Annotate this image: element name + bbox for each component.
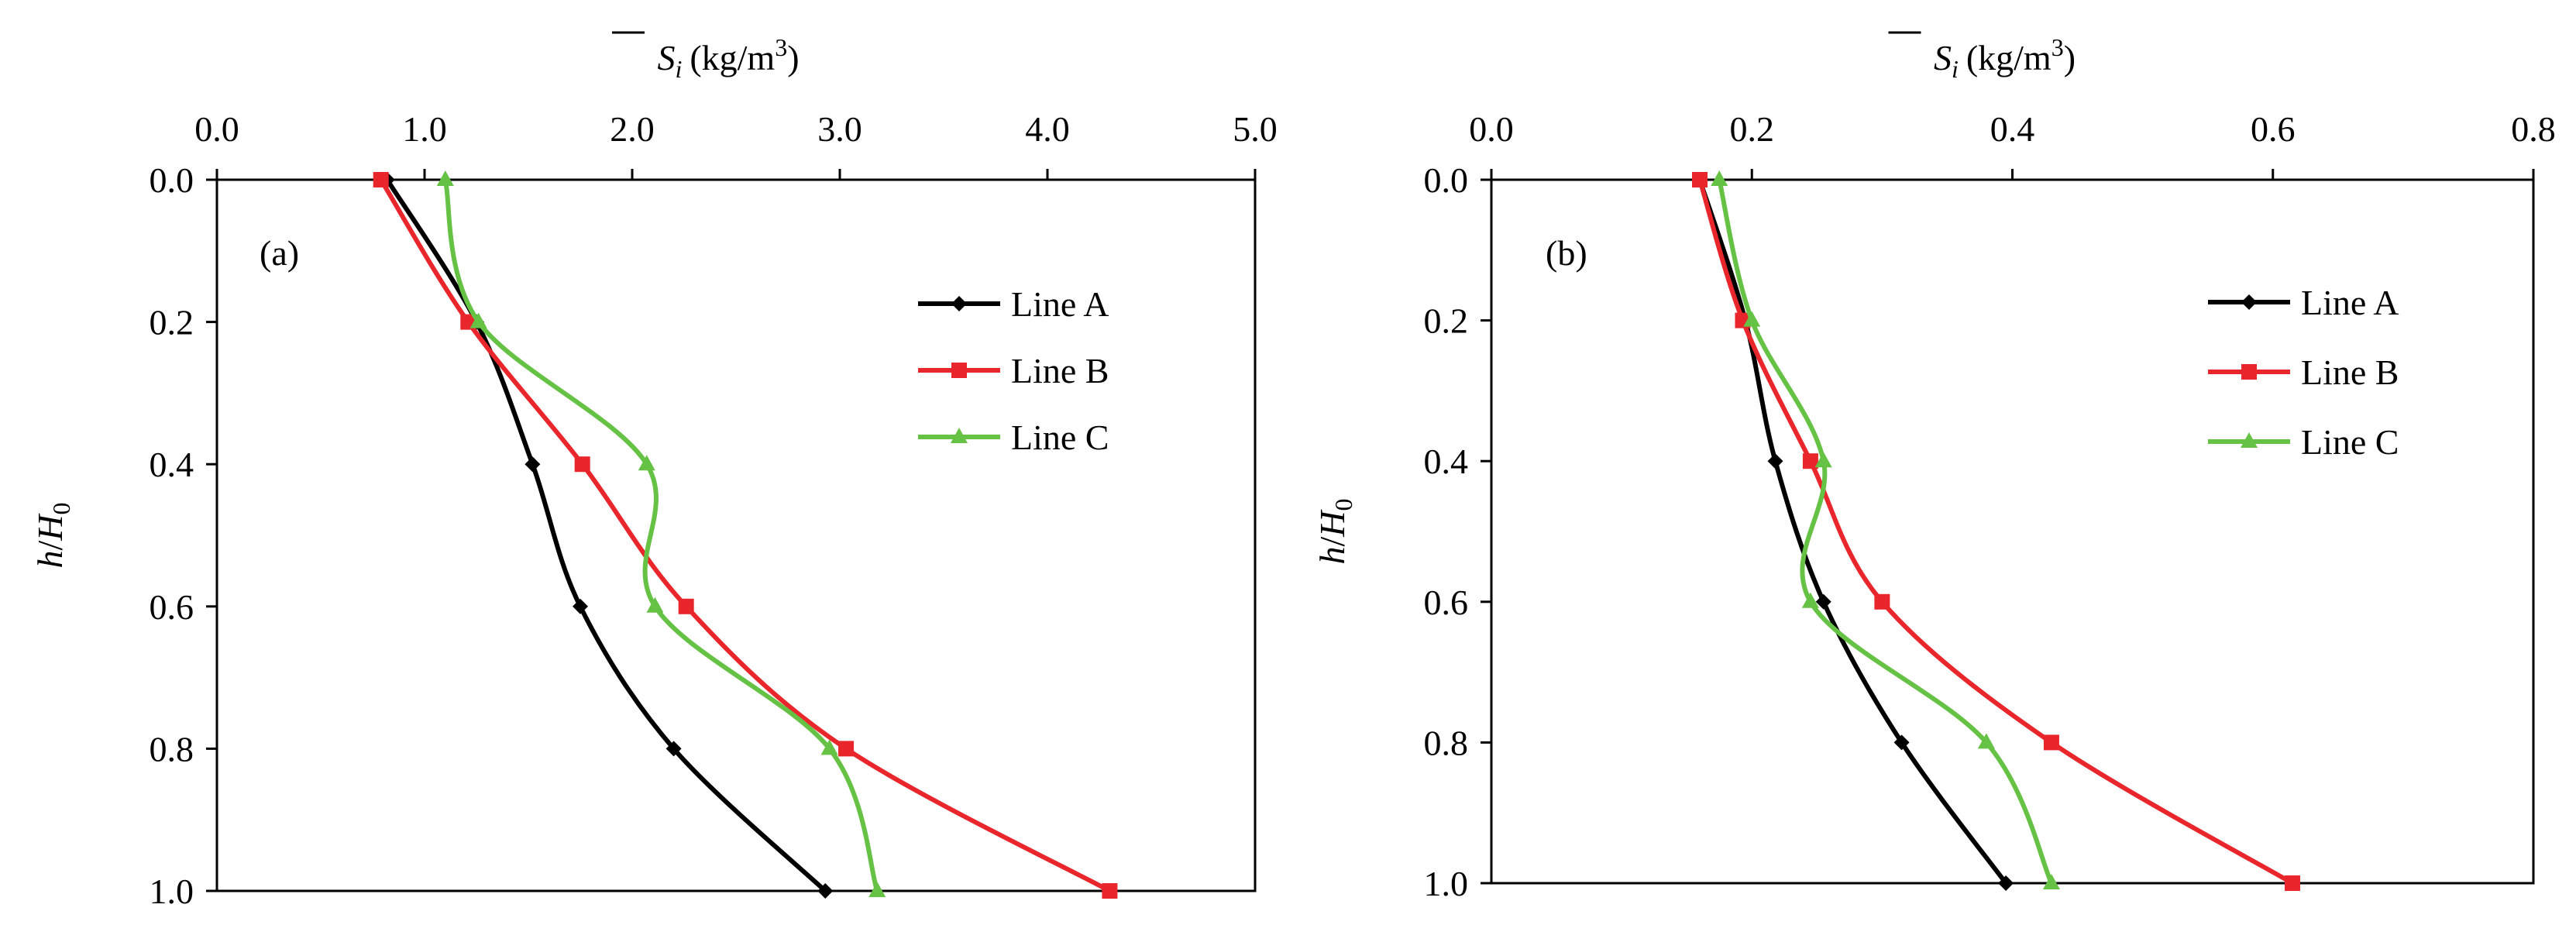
series-line-2 <box>442 177 880 893</box>
y-tick-label: 0.0 <box>150 160 194 200</box>
y-axis-subscript: 0 <box>1329 498 1357 511</box>
x-tick-label: 0.2 <box>1730 109 1775 149</box>
y-axis-H: H <box>30 513 70 542</box>
x-tick-label: 0.6 <box>2251 109 2296 149</box>
data-point-2 <box>638 455 655 471</box>
legend-label: Line A <box>1011 284 1109 324</box>
data-point-0 <box>665 741 682 757</box>
series-line-1 <box>378 177 1113 893</box>
x-axis-subscript: i <box>1952 55 1959 83</box>
data-point-1 <box>1102 883 1118 899</box>
data-point-1 <box>574 456 590 473</box>
legend-label: Line B <box>1011 351 1109 390</box>
panel-b: 0.0 0.2 0.4 0.6 0.8 0.0 0.2 0.4 0.6 0.8 1.0 Si (kg/m… <box>1312 31 2556 903</box>
y-tick-label: 1.0 <box>1424 864 1469 903</box>
y-axis-subscript: 0 <box>47 502 75 514</box>
data-point-1 <box>373 172 389 187</box>
data-point-1 <box>1692 172 1708 187</box>
y-tick-label: 0.4 <box>1424 442 1469 481</box>
x-axis-subscript: i <box>675 55 682 83</box>
plot-area-frame <box>215 178 1257 892</box>
data-point-0 <box>524 456 541 473</box>
legend-label: Line B <box>2301 352 2399 392</box>
data-point-2 <box>646 597 664 613</box>
data-point-2 <box>1711 170 1728 186</box>
y-axis-title: h/H0 <box>30 502 75 568</box>
data-point-1 <box>2284 875 2300 891</box>
x-tick-label: 1.0 <box>402 109 447 149</box>
legend-swatch-marker <box>951 363 967 378</box>
y-axis-slash: / <box>30 541 70 551</box>
data-point-2 <box>469 312 487 328</box>
data-point-2 <box>1801 592 1819 608</box>
data-point-1 <box>1802 453 1818 469</box>
data-point-0 <box>817 883 834 899</box>
y-tick-label: 0.6 <box>150 587 194 627</box>
data-point-2 <box>1743 311 1761 327</box>
x-tick-label: 0.8 <box>2511 109 2556 149</box>
data-point-1 <box>1874 593 1890 610</box>
data-point-0 <box>1767 453 1783 469</box>
x-axis-unit-superscript: 3 <box>775 33 787 61</box>
x-axis-title: Si (kg/m3) <box>1934 33 2076 83</box>
series-line-0 <box>384 177 828 893</box>
x-axis-unit-superscript: 3 <box>2052 33 2064 61</box>
y-tick-label: 0.8 <box>150 729 194 769</box>
x-tick-label: 2.0 <box>610 109 655 149</box>
data-point-0 <box>1893 734 1910 751</box>
series-line-0 <box>1697 177 2009 885</box>
y-axis-slash: / <box>1312 537 1352 547</box>
legend-swatch-marker <box>2241 294 2257 310</box>
y-tick-label: 0.0 <box>1424 160 1469 200</box>
y-tick-label: 0.2 <box>1424 301 1469 341</box>
data-point-1 <box>678 598 694 614</box>
y-axis-H: H <box>1312 509 1352 538</box>
data-point-0 <box>1998 875 2014 891</box>
x-tick-label: 0.0 <box>1469 109 1514 149</box>
y-tick-label: 0.2 <box>150 303 194 342</box>
legend-swatch-marker <box>951 296 967 311</box>
series-line-1 <box>1697 177 2295 885</box>
x-axis-symbol: S <box>1934 38 1952 77</box>
y-tick-label: 0.8 <box>1424 723 1469 762</box>
y-tick-label: 1.0 <box>150 872 194 911</box>
data-point-0 <box>1815 593 1831 610</box>
y-axis-h: h <box>30 551 70 569</box>
panel-label: (b) <box>1546 233 1587 273</box>
legend-label: Line C <box>2301 422 2399 462</box>
data-point-2 <box>1814 452 1832 468</box>
data-point-1 <box>838 741 855 757</box>
panel-label: (a) <box>260 233 299 273</box>
legend-label: Line A <box>2301 283 2399 322</box>
x-axis-unit-close: ) <box>787 38 799 77</box>
x-tick-label: 0.0 <box>194 109 239 149</box>
x-tick-label: 3.0 <box>817 109 862 149</box>
y-tick-label: 0.4 <box>150 445 194 484</box>
legend-label: Line C <box>1011 418 1109 457</box>
data-point-2 <box>2042 874 2060 889</box>
data-point-0 <box>573 598 588 614</box>
x-axis-unit: (kg/m <box>690 38 775 77</box>
y-axis-title: h/H0 <box>1312 498 1357 564</box>
legend-swatch-marker <box>2241 364 2257 380</box>
x-axis-title: Si (kg/m3) <box>657 33 799 83</box>
series-line-2 <box>1717 177 2054 885</box>
legend-swatch-marker <box>951 428 968 443</box>
x-tick-label: 4.0 <box>1025 109 1070 149</box>
x-axis-unit-close: ) <box>2064 38 2076 77</box>
x-tick-label: 0.4 <box>1990 109 2035 149</box>
x-axis-unit: (kg/m <box>1966 38 2052 77</box>
x-axis-symbol: S <box>657 38 675 77</box>
data-point-2 <box>436 170 454 186</box>
data-point-2 <box>820 739 838 755</box>
y-axis-h: h <box>1312 547 1352 565</box>
panel-a: 0.0 1.0 2.0 3.0 4.0 5.0 0.0 0.2 0.4 0.6 0.8 1.0 Si (k… <box>30 31 1278 911</box>
y-tick-label: 0.6 <box>1424 583 1469 622</box>
data-point-2 <box>1977 733 1995 749</box>
data-point-2 <box>868 882 886 897</box>
legend-swatch-marker <box>2241 432 2258 448</box>
data-point-1 <box>2043 734 2059 751</box>
x-tick-label: 5.0 <box>1233 109 1278 149</box>
